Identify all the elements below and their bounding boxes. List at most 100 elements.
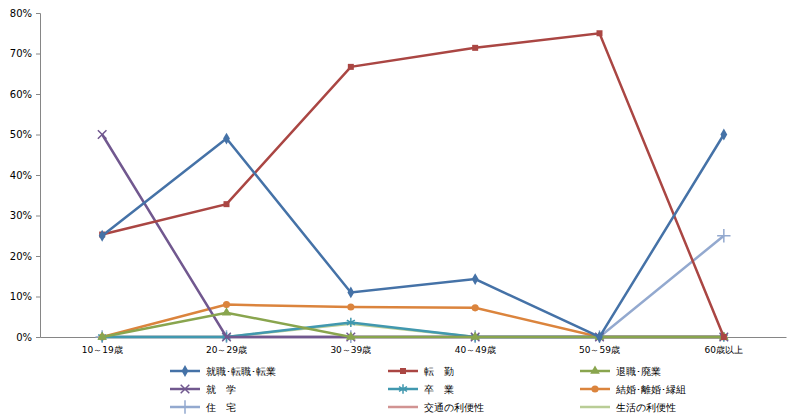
legend-line [580, 406, 610, 409]
y-tick: 40% [10, 170, 40, 181]
legend-label: 住 宅 [206, 402, 236, 413]
y-tick: 50% [10, 129, 40, 140]
legend-label: 退職･廃業 [616, 366, 661, 377]
series-marker [720, 333, 727, 340]
y-tick-label: 50% [10, 129, 32, 140]
legend-marker [182, 365, 189, 377]
legend-label: 就職･転職･転業 [206, 366, 276, 377]
series-marker [596, 331, 603, 343]
series [99, 301, 728, 341]
series-marker [719, 331, 729, 339]
series-marker [98, 332, 106, 341]
series [99, 30, 727, 340]
y-tick-mark [36, 135, 40, 136]
y-tick: 10% [10, 291, 40, 302]
series-marker [346, 331, 356, 339]
y-tick: 20% [10, 251, 40, 262]
series-line [102, 322, 724, 337]
y-tick-mark [36, 256, 40, 257]
y-tick-mark [36, 297, 40, 298]
y-tick: 30% [10, 210, 40, 221]
series-line [102, 33, 724, 337]
series-marker [99, 230, 106, 242]
legend-marker [591, 385, 598, 392]
legend-entry: 就 学 [170, 384, 236, 395]
legend-label: 就 学 [206, 384, 236, 395]
y-tick-mark [36, 94, 40, 95]
y-tick-label: 0% [16, 332, 32, 343]
series-marker [98, 130, 107, 139]
legend-label: 結婚･離婚･縁組 [615, 384, 686, 395]
series-marker [224, 201, 230, 207]
legend-entry: 転 勤 [388, 366, 454, 377]
y-tick-label: 30% [10, 210, 32, 221]
legend-marker [399, 384, 407, 393]
series-line [102, 135, 724, 338]
series-marker [223, 301, 230, 308]
y-tick-label: 60% [10, 89, 32, 100]
series [97, 307, 728, 340]
legend-label: 転 勤 [424, 366, 454, 377]
y-axis-line [36, 14, 41, 338]
y-tick-mark [36, 337, 40, 338]
series-marker [97, 331, 107, 339]
legend-label: 生活の利便性 [616, 402, 676, 413]
series-marker [223, 133, 230, 145]
legend: 就職･転職･転業 転 勤 退職･廃業就 学 卒 業 結婚･離婚･縁組住 宅 交通の利便性 生… [170, 365, 686, 414]
series [98, 130, 728, 341]
x-tick-label: 50～59歳 [579, 345, 620, 355]
legend-marker [400, 368, 406, 374]
x-axis: 10～19歳20～29歳30～39歳40～49歳50～59歳60歳以上 [41, 337, 787, 355]
legend-marker [181, 385, 190, 394]
legend-label: 交通の利便性 [424, 402, 484, 413]
series [99, 129, 727, 343]
y-tick-mark [36, 13, 40, 14]
y-tick-mark [36, 216, 40, 217]
legend-entry: 交通の利便性 [388, 402, 484, 413]
legend-entry: 就職･転職･転業 [170, 365, 276, 377]
series-marker [222, 333, 231, 342]
series-marker [721, 334, 727, 340]
series-marker [470, 331, 480, 339]
y-tick: 70% [10, 48, 40, 59]
x-tick-label: 60歳以上 [705, 345, 743, 355]
legend-label: 卒 業 [424, 384, 454, 395]
series-marker [347, 303, 354, 310]
y-tick-mark [36, 175, 40, 176]
series-marker [347, 287, 354, 299]
y-tick: 0% [16, 332, 40, 343]
x-tick-label: 20～29歳 [206, 345, 247, 355]
series-marker [472, 304, 479, 311]
legend-line [388, 406, 418, 409]
series-line [102, 135, 724, 338]
y-tick-label: 40% [10, 170, 32, 181]
series-marker [717, 229, 730, 242]
x-tick-label: 10～19歳 [82, 345, 123, 355]
y-tick-label: 80% [10, 8, 32, 19]
series-marker [348, 64, 354, 70]
y-tick-label: 20% [10, 251, 32, 262]
y-tick: 80% [10, 8, 40, 19]
legend-entry: 住 宅 [170, 400, 236, 413]
series-marker [222, 307, 232, 315]
legend-entry: 結婚･離婚･縁組 [580, 384, 686, 395]
y-tick-label: 70% [10, 48, 32, 59]
y-tick-label: 10% [10, 291, 32, 302]
series-marker [472, 45, 478, 51]
series-marker [472, 273, 479, 285]
legend-marker [178, 400, 191, 413]
series-marker [720, 129, 727, 141]
x-tick-label: 30～39歳 [330, 345, 371, 355]
chart: 0% 10% 20% 30% 40% 50% 60% 70% 80% 10～19歳 20～29歳 30… [0, 0, 800, 415]
legend-marker [590, 365, 600, 373]
legend-entry: 退職･廃業 [580, 365, 661, 376]
legend-entry: 生活の利便性 [580, 402, 676, 413]
y-axis: 0% 10% 20% 30% 40% 50% 60% 70% 80% [10, 8, 41, 343]
series-line [102, 305, 724, 337]
series-marker [347, 318, 355, 327]
y-tick: 60% [10, 89, 40, 100]
legend-entry: 卒 業 [388, 384, 454, 395]
series-line [102, 313, 724, 337]
y-tick-mark [36, 54, 40, 55]
series-marker [597, 30, 603, 36]
